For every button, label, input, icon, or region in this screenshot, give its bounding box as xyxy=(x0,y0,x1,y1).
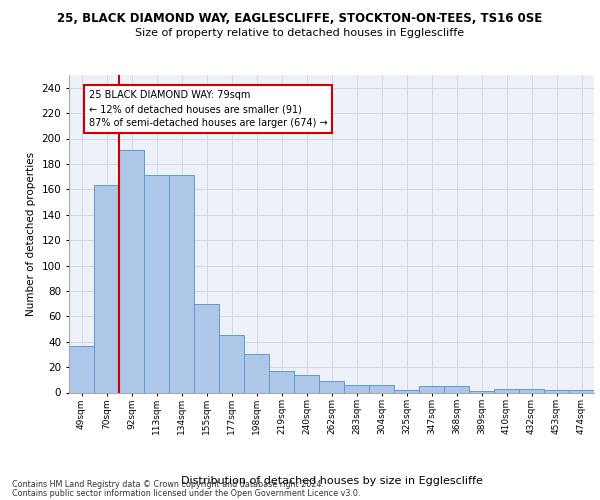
Bar xyxy=(344,385,369,392)
Text: Size of property relative to detached houses in Egglescliffe: Size of property relative to detached ho… xyxy=(136,28,464,38)
Bar xyxy=(94,186,119,392)
Bar xyxy=(369,385,394,392)
Bar xyxy=(294,374,319,392)
Bar xyxy=(469,391,494,392)
Bar xyxy=(494,388,519,392)
Bar xyxy=(419,386,444,392)
Bar xyxy=(319,381,344,392)
Bar xyxy=(219,336,244,392)
Bar xyxy=(144,176,169,392)
Bar xyxy=(269,371,294,392)
Bar xyxy=(244,354,269,393)
Bar xyxy=(519,388,544,392)
Text: 25, BLACK DIAMOND WAY, EAGLESCLIFFE, STOCKTON-ON-TEES, TS16 0SE: 25, BLACK DIAMOND WAY, EAGLESCLIFFE, STO… xyxy=(58,12,542,26)
Bar xyxy=(194,304,219,392)
Bar xyxy=(69,346,94,393)
Bar xyxy=(569,390,594,392)
Text: Contains public sector information licensed under the Open Government Licence v3: Contains public sector information licen… xyxy=(12,488,361,498)
Y-axis label: Number of detached properties: Number of detached properties xyxy=(26,152,36,316)
Text: 25 BLACK DIAMOND WAY: 79sqm
← 12% of detached houses are smaller (91)
87% of sem: 25 BLACK DIAMOND WAY: 79sqm ← 12% of det… xyxy=(89,90,328,128)
Bar xyxy=(394,390,419,392)
Bar xyxy=(169,176,194,392)
Bar xyxy=(444,386,469,392)
Text: Contains HM Land Registry data © Crown copyright and database right 2024.: Contains HM Land Registry data © Crown c… xyxy=(12,480,324,489)
X-axis label: Distribution of detached houses by size in Egglescliffe: Distribution of detached houses by size … xyxy=(181,476,482,486)
Bar xyxy=(119,150,144,392)
Bar xyxy=(544,390,569,392)
